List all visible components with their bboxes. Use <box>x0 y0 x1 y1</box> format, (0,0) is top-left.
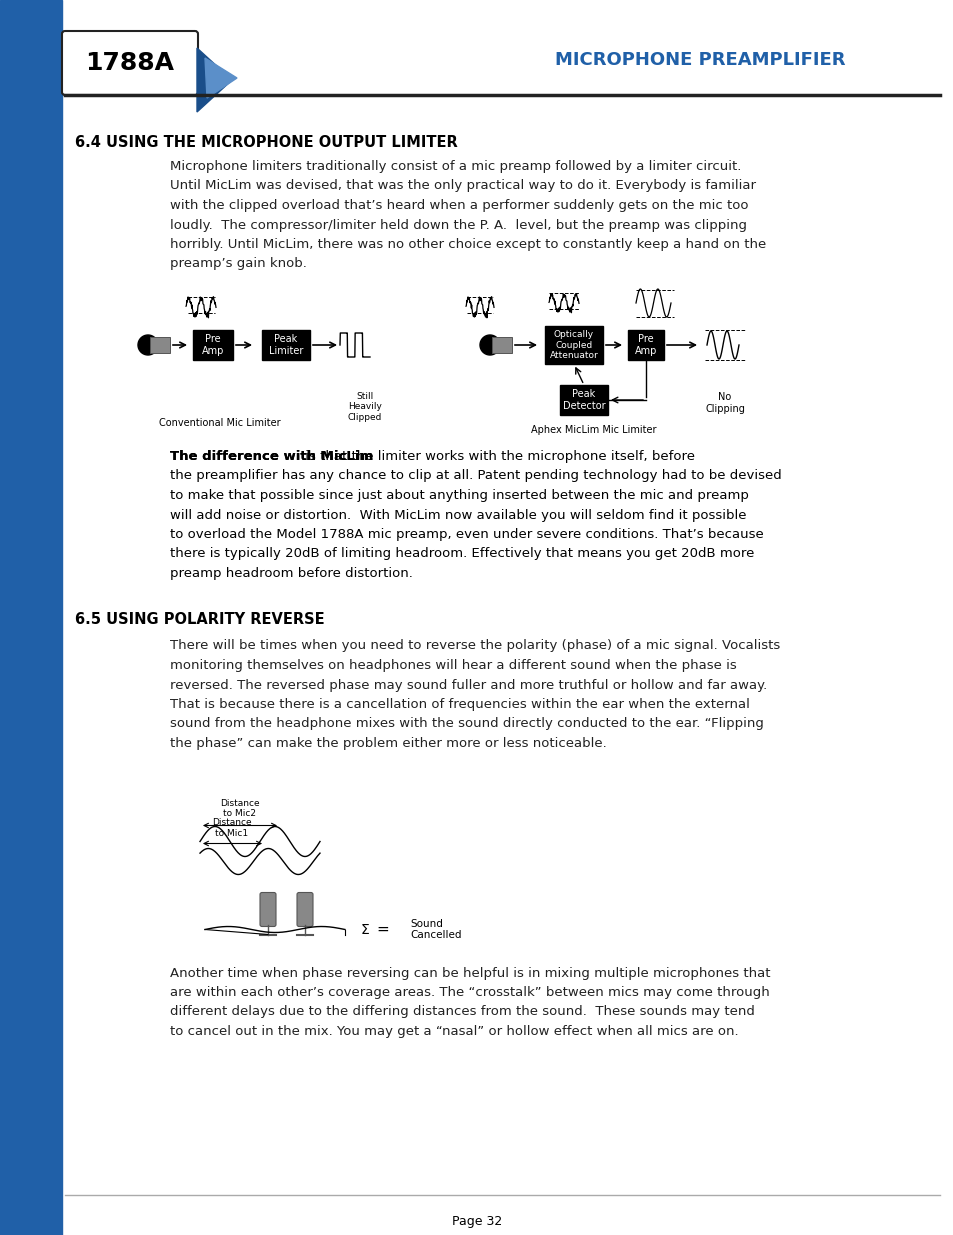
Text: preamp headroom before distortion.: preamp headroom before distortion. <box>170 567 413 580</box>
Text: Pre
Amp: Pre Amp <box>202 335 224 356</box>
Text: sound from the headphone mixes with the sound directly conducted to the ear. “Fl: sound from the headphone mixes with the … <box>170 718 763 730</box>
Text: will add noise or distortion.  With MicLim now available you will seldom find it: will add noise or distortion. With MicLi… <box>170 509 745 521</box>
FancyBboxPatch shape <box>62 31 198 95</box>
Polygon shape <box>196 48 232 112</box>
Text: are within each other’s coverage areas. The “crosstalk” between mics may come th: are within each other’s coverage areas. … <box>170 986 769 999</box>
Bar <box>150 337 170 353</box>
Text: 1788A: 1788A <box>86 51 174 75</box>
Text: No
Clipping: No Clipping <box>704 391 744 414</box>
Bar <box>0 0 62 1235</box>
Text: MICROPHONE PREAMPLIFIER: MICROPHONE PREAMPLIFIER <box>554 51 844 69</box>
FancyBboxPatch shape <box>260 893 275 926</box>
Text: Page 32: Page 32 <box>452 1215 501 1228</box>
Text: monitoring themselves on headphones will hear a different sound when the phase i: monitoring themselves on headphones will… <box>170 659 736 672</box>
Text: Still
Heavily
Clipped: Still Heavily Clipped <box>348 391 382 422</box>
Text: to overload the Model 1788A mic preamp, even under severe conditions. That’s bec: to overload the Model 1788A mic preamp, … <box>170 529 763 541</box>
Text: Microphone limiters traditionally consist of a mic preamp followed by a limiter : Microphone limiters traditionally consis… <box>170 161 740 173</box>
Text: to make that possible since just about anything inserted between the mic and pre: to make that possible since just about a… <box>170 489 748 501</box>
Text: there is typically 20dB of limiting headroom. Effectively that means you get 20d: there is typically 20dB of limiting head… <box>170 547 754 561</box>
Circle shape <box>479 335 499 354</box>
Text: horribly. Until MicLim, there was no other choice except to constantly keep a ha: horribly. Until MicLim, there was no oth… <box>170 238 765 251</box>
FancyBboxPatch shape <box>296 893 313 926</box>
Bar <box>262 330 310 359</box>
Text: Peak
Detector: Peak Detector <box>562 389 604 411</box>
Text: =: = <box>376 923 389 937</box>
Bar <box>559 385 607 415</box>
Bar <box>544 326 602 364</box>
Bar <box>193 330 233 359</box>
Text: The difference with MicLim: The difference with MicLim <box>170 450 373 463</box>
Text: Pre
Amp: Pre Amp <box>634 335 657 356</box>
Bar <box>492 337 512 353</box>
Text: Conventional Mic Limiter: Conventional Mic Limiter <box>159 417 280 429</box>
Text: 6.4 USING THE MICROPHONE OUTPUT LIMITER: 6.4 USING THE MICROPHONE OUTPUT LIMITER <box>75 135 457 149</box>
Circle shape <box>353 918 376 941</box>
Text: the phase” can make the problem either more or less noticeable.: the phase” can make the problem either m… <box>170 737 606 750</box>
Text: preamp’s gain knob.: preamp’s gain knob. <box>170 258 307 270</box>
Text: 6.5 USING POLARITY REVERSE: 6.5 USING POLARITY REVERSE <box>75 611 324 626</box>
Text: There will be times when you need to reverse the polarity (phase) of a mic signa: There will be times when you need to rev… <box>170 640 780 652</box>
Text: different delays due to the differing distances from the sound.  These sounds ma: different delays due to the differing di… <box>170 1005 754 1019</box>
Text: Distance
to Mic2: Distance to Mic2 <box>220 799 259 819</box>
Text: to cancel out in the mix. You may get a “nasal” or hollow effect when all mics a: to cancel out in the mix. You may get a … <box>170 1025 738 1037</box>
Text: Aphex MicLim Mic Limiter: Aphex MicLim Mic Limiter <box>531 425 656 435</box>
Text: the preamplifier has any chance to clip at all. Patent pending technology had to: the preamplifier has any chance to clip … <box>170 469 781 483</box>
Text: is that the limiter works with the microphone itself, before: is that the limiter works with the micro… <box>301 450 695 463</box>
Circle shape <box>138 335 158 354</box>
Text: Sound
Cancelled: Sound Cancelled <box>410 919 461 940</box>
Text: with the clipped overload that’s heard when a performer suddenly gets on the mic: with the clipped overload that’s heard w… <box>170 199 748 212</box>
Text: Another time when phase reversing can be helpful is in mixing multiple microphon: Another time when phase reversing can be… <box>170 967 770 979</box>
Text: The difference with MicLim: The difference with MicLim <box>170 450 373 463</box>
Text: Distance
to Mic1: Distance to Mic1 <box>212 818 252 837</box>
Text: Σ: Σ <box>360 923 369 936</box>
Text: That is because there is a cancellation of frequencies within the ear when the e: That is because there is a cancellation … <box>170 698 749 711</box>
Bar <box>627 330 663 359</box>
Text: reversed. The reversed phase may sound fuller and more truthful or hollow and fa: reversed. The reversed phase may sound f… <box>170 678 766 692</box>
Text: loudly.  The compressor/limiter held down the P. A.  level, but the preamp was c: loudly. The compressor/limiter held down… <box>170 219 746 231</box>
Text: Optically
Coupled
Attenuator: Optically Coupled Attenuator <box>549 330 598 359</box>
Text: Until MicLim was devised, that was the only practical way to do it. Everybody is: Until MicLim was devised, that was the o… <box>170 179 755 193</box>
Polygon shape <box>205 58 236 98</box>
Text: Peak
Limiter: Peak Limiter <box>269 335 303 356</box>
